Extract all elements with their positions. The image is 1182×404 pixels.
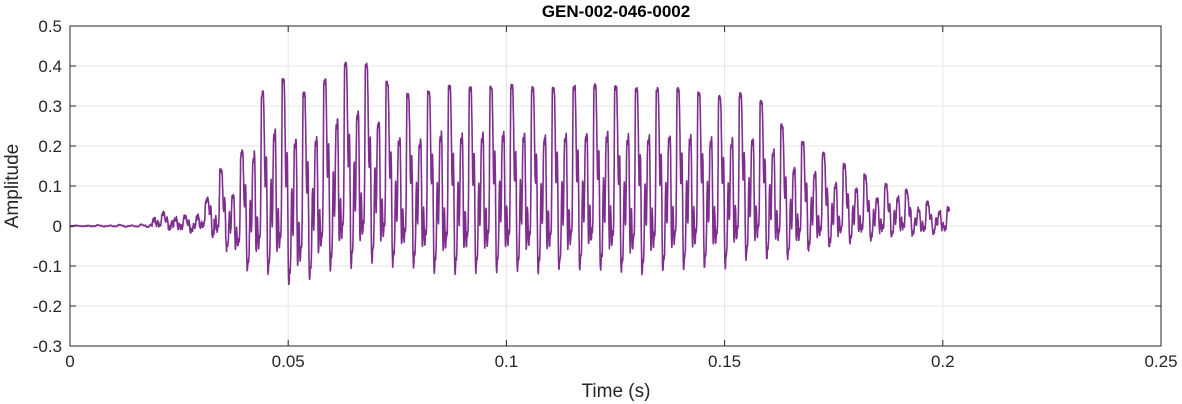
waveform-line (69, 61, 951, 286)
chart-title: GEN-002-046-0002 (542, 2, 690, 21)
x-tick-label: 0.1 (495, 352, 519, 371)
y-tick-label: 0.3 (38, 97, 62, 116)
y-axis-label: Amplitude (2, 144, 23, 229)
y-tick-label: 0.4 (38, 57, 62, 76)
y-tick-label: -0.2 (33, 297, 62, 316)
x-tick-label: 0.2 (931, 352, 955, 371)
x-tick-label: 0.05 (272, 352, 305, 371)
y-tick-label: 0.1 (38, 177, 62, 196)
y-tick-label: 0.2 (38, 137, 62, 156)
ticks: 0 0.05 0.1 0.15 0.2 0.25 -0.3 -0.2 -0.1 0 0.1 0.2 0.… (33, 17, 1178, 371)
y-tick-label: -0.3 (33, 337, 62, 356)
x-tick-label: 0.25 (1144, 352, 1177, 371)
y-tick-label: 0 (53, 217, 62, 236)
y-tick-label: -0.1 (33, 257, 62, 276)
x-axis-label: Time (s) (582, 381, 651, 402)
x-tick-label: 0.15 (708, 352, 741, 371)
y-tick-label: 0.5 (38, 17, 62, 36)
x-tick-label: 0 (65, 352, 74, 371)
